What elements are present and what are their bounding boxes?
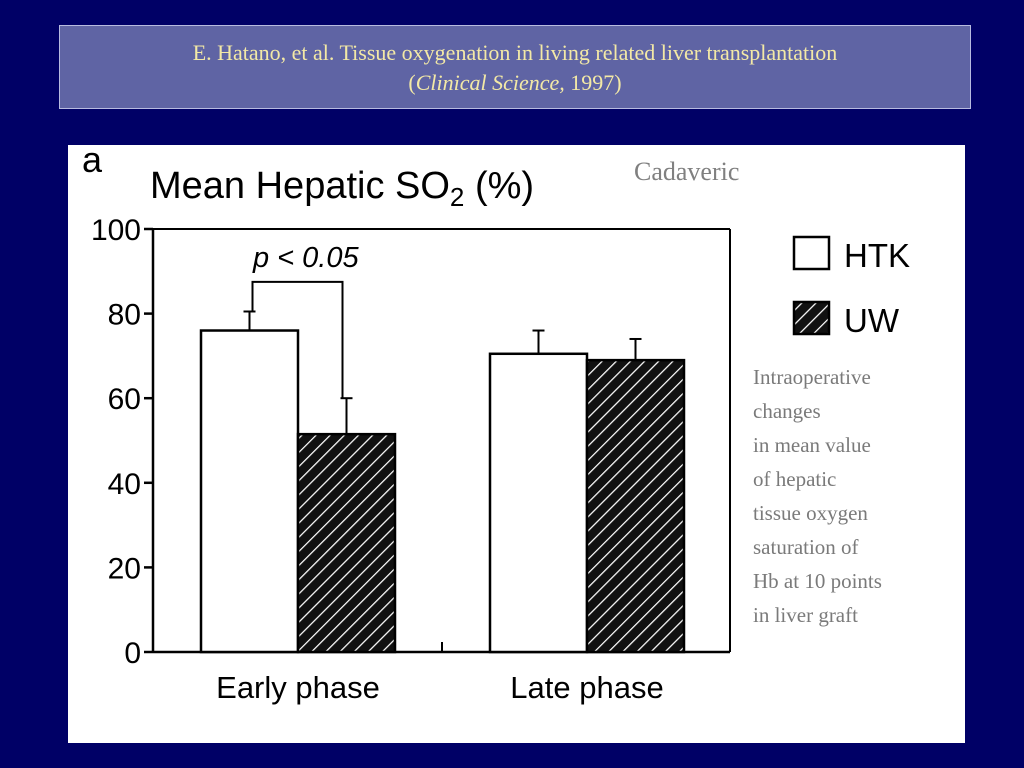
chart-title-subscript: 2 (449, 182, 465, 212)
x-category-label: Early phase (216, 670, 380, 705)
bar-uw-early (296, 432, 397, 654)
legend-label-htk: HTK (844, 237, 910, 274)
significance-annotation: p < 0.05 (252, 242, 359, 274)
journal-name: Clinical Science, (415, 70, 565, 95)
description-line: in liver graft (753, 603, 858, 627)
y-tick-label: 80 (108, 299, 141, 332)
legend-label-uw: UW (844, 302, 900, 339)
y-tick-label: 40 (108, 468, 141, 501)
y-tick-label: 60 (108, 383, 141, 416)
bar-chart: 0 20 40 60 80 100 Early phase Late phase p < 0.0… (91, 214, 910, 705)
bar-uw-late (585, 358, 686, 654)
description-line: Intraoperative (753, 365, 871, 389)
legend-swatch-htk (792, 235, 831, 271)
cadaveric-label: Cadaveric (634, 157, 740, 186)
slide-title-line1: E. Hatano, et al. Tissue oxygenation in … (192, 40, 838, 65)
description-line: tissue oxygen (753, 501, 868, 525)
chart-title: Mean Hepatic SO2 (%) (150, 165, 534, 213)
bar-htk-early (199, 329, 300, 654)
y-tick-label: 0 (124, 637, 141, 670)
y-tick-label: 20 (108, 552, 141, 585)
bar-htk-late (488, 352, 589, 654)
publication-year: 1997) (564, 70, 622, 95)
slide-title-box: E. Hatano, et al. Tissue oxygenation in … (59, 25, 971, 109)
x-category-label: Late phase (510, 670, 663, 705)
description-line: Hb at 10 points (753, 569, 882, 593)
legend-swatch-uw (792, 300, 831, 336)
title-open-paren: ( (408, 70, 416, 95)
figure-panel: a Mean Hepatic SO2 (%) Cadaveric 0 20 40 60… (68, 139, 965, 743)
description-line: of hepatic (753, 467, 837, 491)
description-line: in mean value (753, 433, 871, 457)
panel-letter: a (82, 139, 103, 180)
description-line: changes (753, 399, 821, 423)
chart-title-unit: (%) (464, 165, 535, 207)
chart-title-main: Mean Hepatic SO (150, 165, 450, 207)
significance-bracket (251, 280, 344, 399)
y-tick-label: 100 (91, 214, 141, 247)
description-line: saturation of (753, 535, 859, 559)
figure-description: Intraoperative changes in mean value of hep… (753, 360, 958, 632)
slide-title-line2: (Clinical Science, 1997) (60, 68, 970, 98)
